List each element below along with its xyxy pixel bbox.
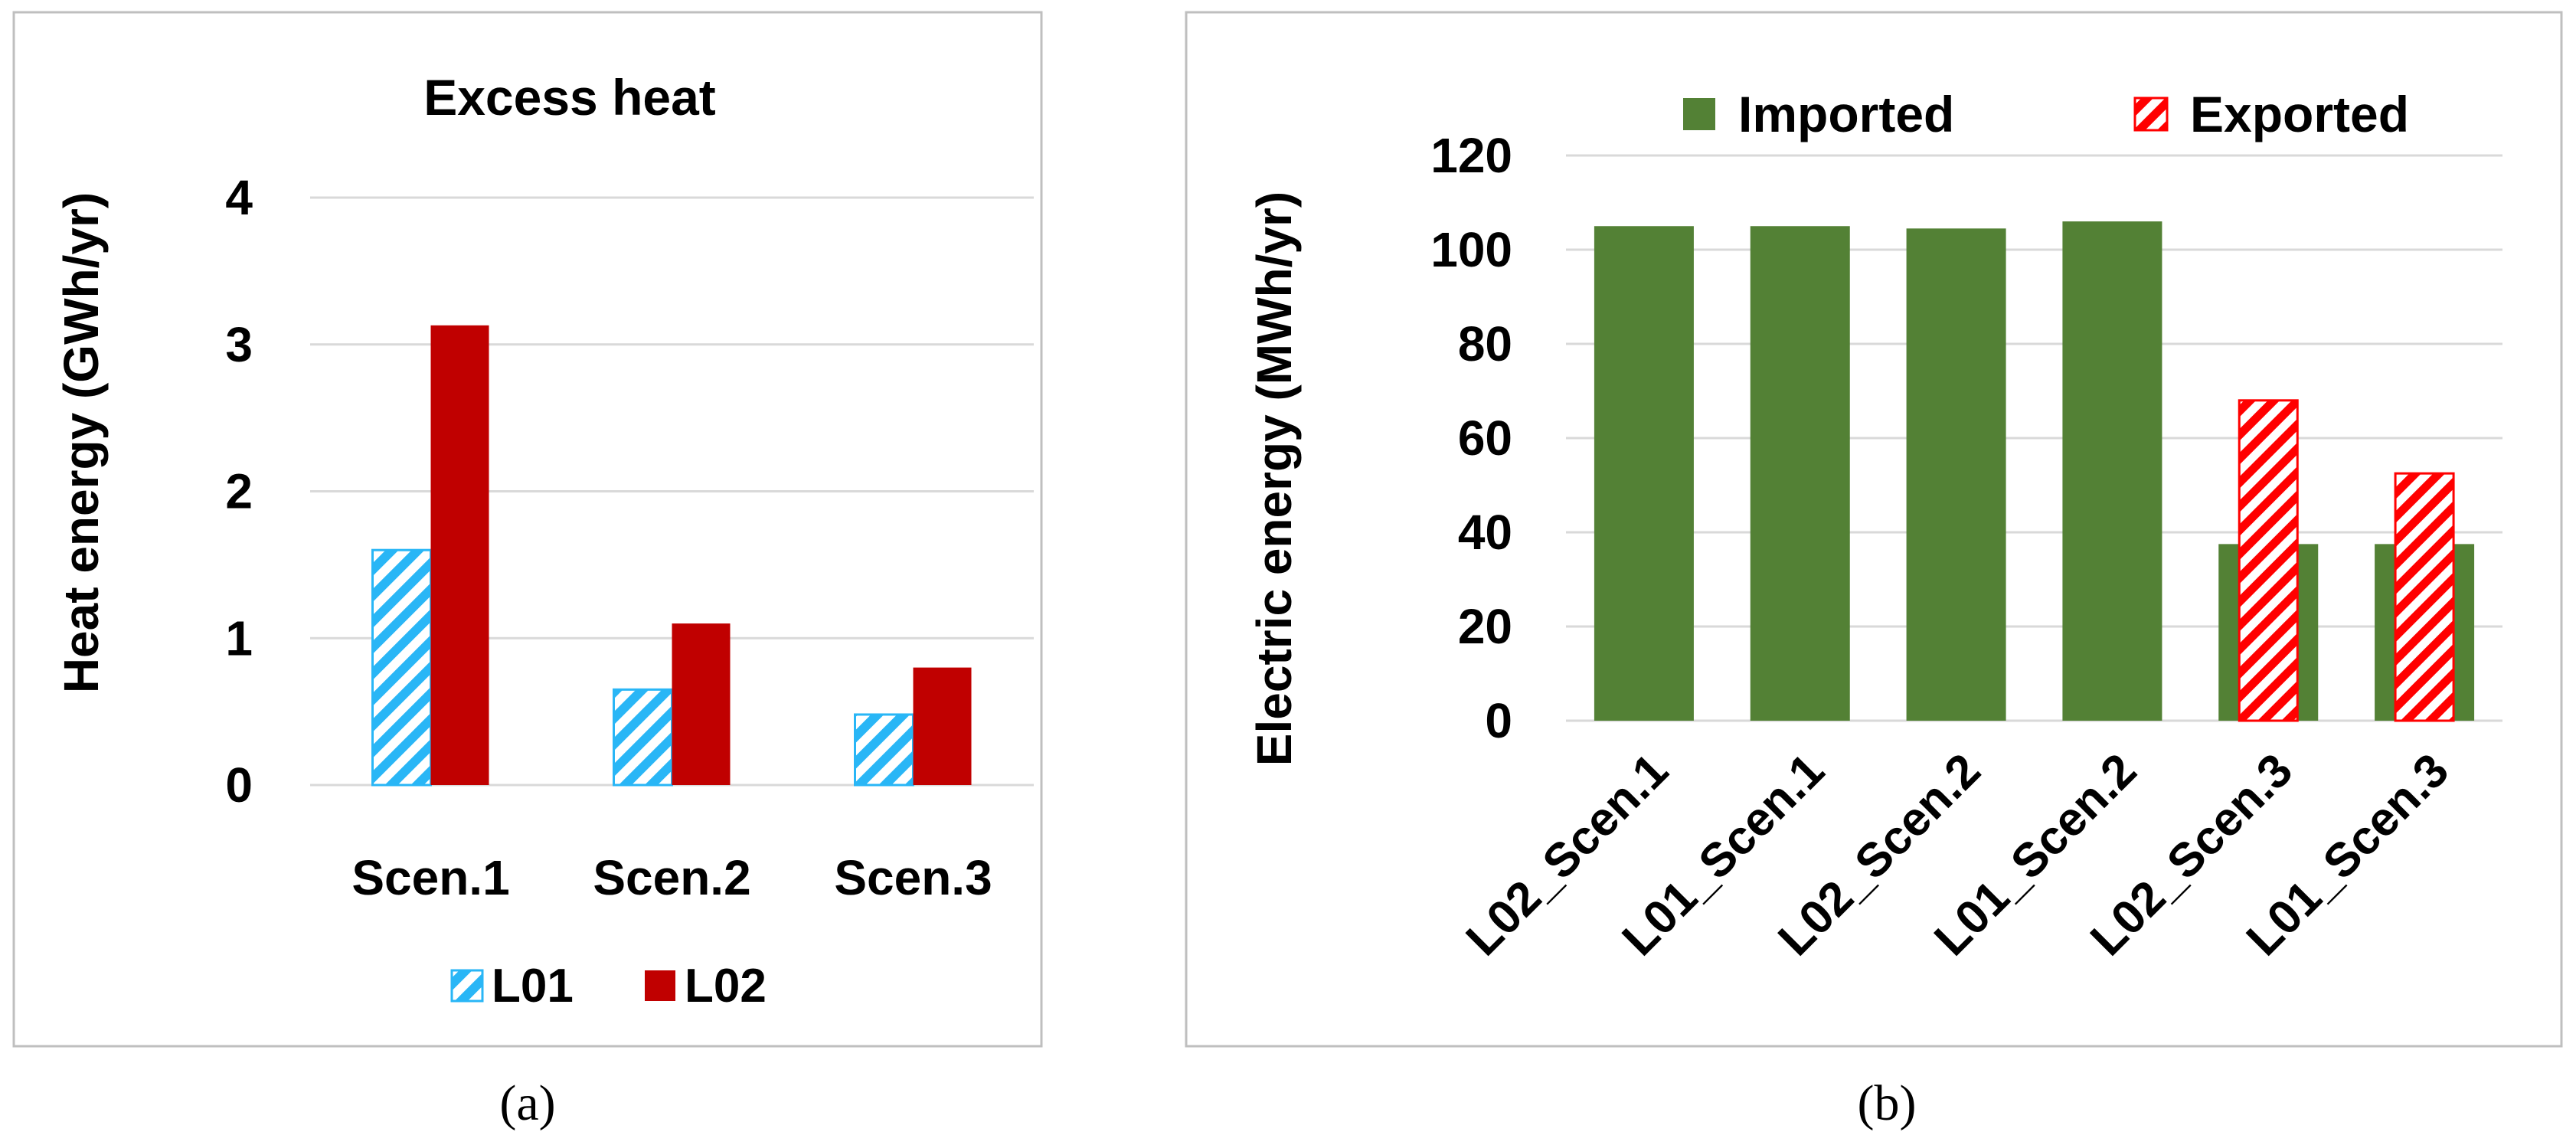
panel-a-caption: (a) <box>499 1075 555 1131</box>
bar-imported-1 <box>1594 226 1694 721</box>
x-tick-label: Scen.3 <box>834 850 992 905</box>
panel-a-frame <box>12 11 1043 1048</box>
y-tick-label: 0 <box>225 757 253 813</box>
bar-imported-4 <box>2062 221 2162 721</box>
y-tick-label: 120 <box>1430 128 1512 183</box>
legend-label-l02: L02 <box>685 960 767 1013</box>
y-tick-label: 40 <box>1458 505 1512 560</box>
bar-l02-2 <box>672 623 731 785</box>
x-tick-label: Scen.1 <box>351 850 509 905</box>
bar-l01-1 <box>371 548 432 787</box>
bar-exported-5 <box>2238 399 2299 722</box>
panel-a-x-ticks: Scen.1 Scen.2 Scen.3 <box>351 850 992 905</box>
legend-swatch-l01 <box>450 969 484 1003</box>
bar-l02-1 <box>430 325 489 785</box>
panel-b-caption: (b) <box>1858 1075 1917 1131</box>
bar-l01-2 <box>613 688 673 787</box>
legend-swatch-exported <box>2133 97 2169 132</box>
y-tick-label: 1 <box>225 610 253 666</box>
panel-b-frame <box>1185 11 2563 1048</box>
panel-a-title: Excess heat <box>423 69 716 126</box>
panel-b-legend: Imported Exported <box>1683 86 2409 142</box>
bar-exported-6 <box>2394 472 2455 722</box>
panel-a-y-ticks: 0 1 2 3 4 <box>225 170 253 813</box>
y-tick-label: 2 <box>225 464 253 519</box>
y-tick-label: 4 <box>225 170 253 225</box>
panel-a: 0 1 2 3 4 Scen.1 Scen.2 Scen.3 Excess heat Hea… <box>12 11 1043 1131</box>
y-tick-label: 60 <box>1458 411 1512 466</box>
y-tick-label: 20 <box>1458 599 1512 654</box>
legend-label-exported: Exported <box>2190 86 2409 142</box>
bar-imported-2 <box>1750 226 1850 721</box>
bar-l01-3 <box>854 713 914 787</box>
panel-b-y-axis-label: Electric energy (MWh/yr) <box>1247 191 1302 766</box>
panel-b-bars <box>1594 221 2475 722</box>
legend-swatch-l02 <box>645 970 675 1001</box>
panel-a-legend: L01 L02 <box>450 960 767 1013</box>
legend-label-l01: L01 <box>492 960 574 1013</box>
x-tick-label: Scen.2 <box>593 850 750 905</box>
legend-label-imported: Imported <box>1738 86 1954 142</box>
legend-swatch-imported <box>1683 98 1715 130</box>
panel-a-y-axis-label: Heat energy (GWh/yr) <box>54 192 109 693</box>
y-tick-label: 100 <box>1430 222 1512 277</box>
y-tick-label: 0 <box>1485 693 1512 748</box>
y-tick-label: 3 <box>225 317 253 372</box>
panel-b-gridlines <box>1566 154 2502 722</box>
y-tick-label: 80 <box>1458 316 1512 371</box>
panel-b-y-ticks: 0 20 40 60 80 100 120 <box>1430 128 1512 748</box>
bar-l02-3 <box>913 667 972 785</box>
bar-imported-3 <box>1906 228 2006 721</box>
panel-a-bars <box>371 325 972 787</box>
